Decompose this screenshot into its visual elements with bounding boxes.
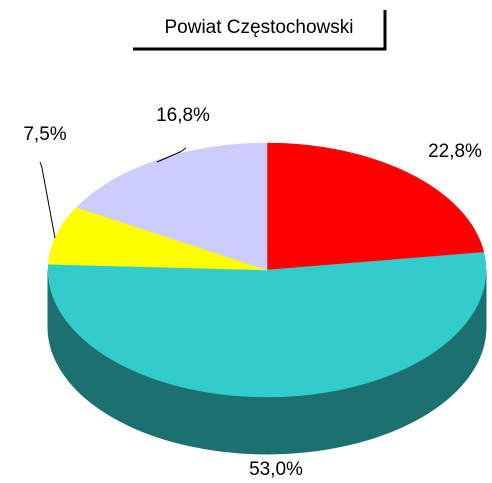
leader-line <box>39 161 56 239</box>
chart-title: Powiat Częstochowski <box>164 17 353 38</box>
title-box-shadow <box>133 10 387 51</box>
pie-slice <box>47 207 268 271</box>
title-box <box>133 8 383 48</box>
data-label: 7,5% <box>23 124 66 145</box>
data-label: 53,0% <box>249 459 303 480</box>
leader-line <box>156 147 187 163</box>
pie-slice <box>266 142 485 271</box>
pie-slice <box>47 252 487 398</box>
pie <box>47 142 487 455</box>
data-label: 16,8% <box>156 105 210 126</box>
pie-slice <box>76 142 268 271</box>
data-label: 22,8% <box>428 141 482 162</box>
